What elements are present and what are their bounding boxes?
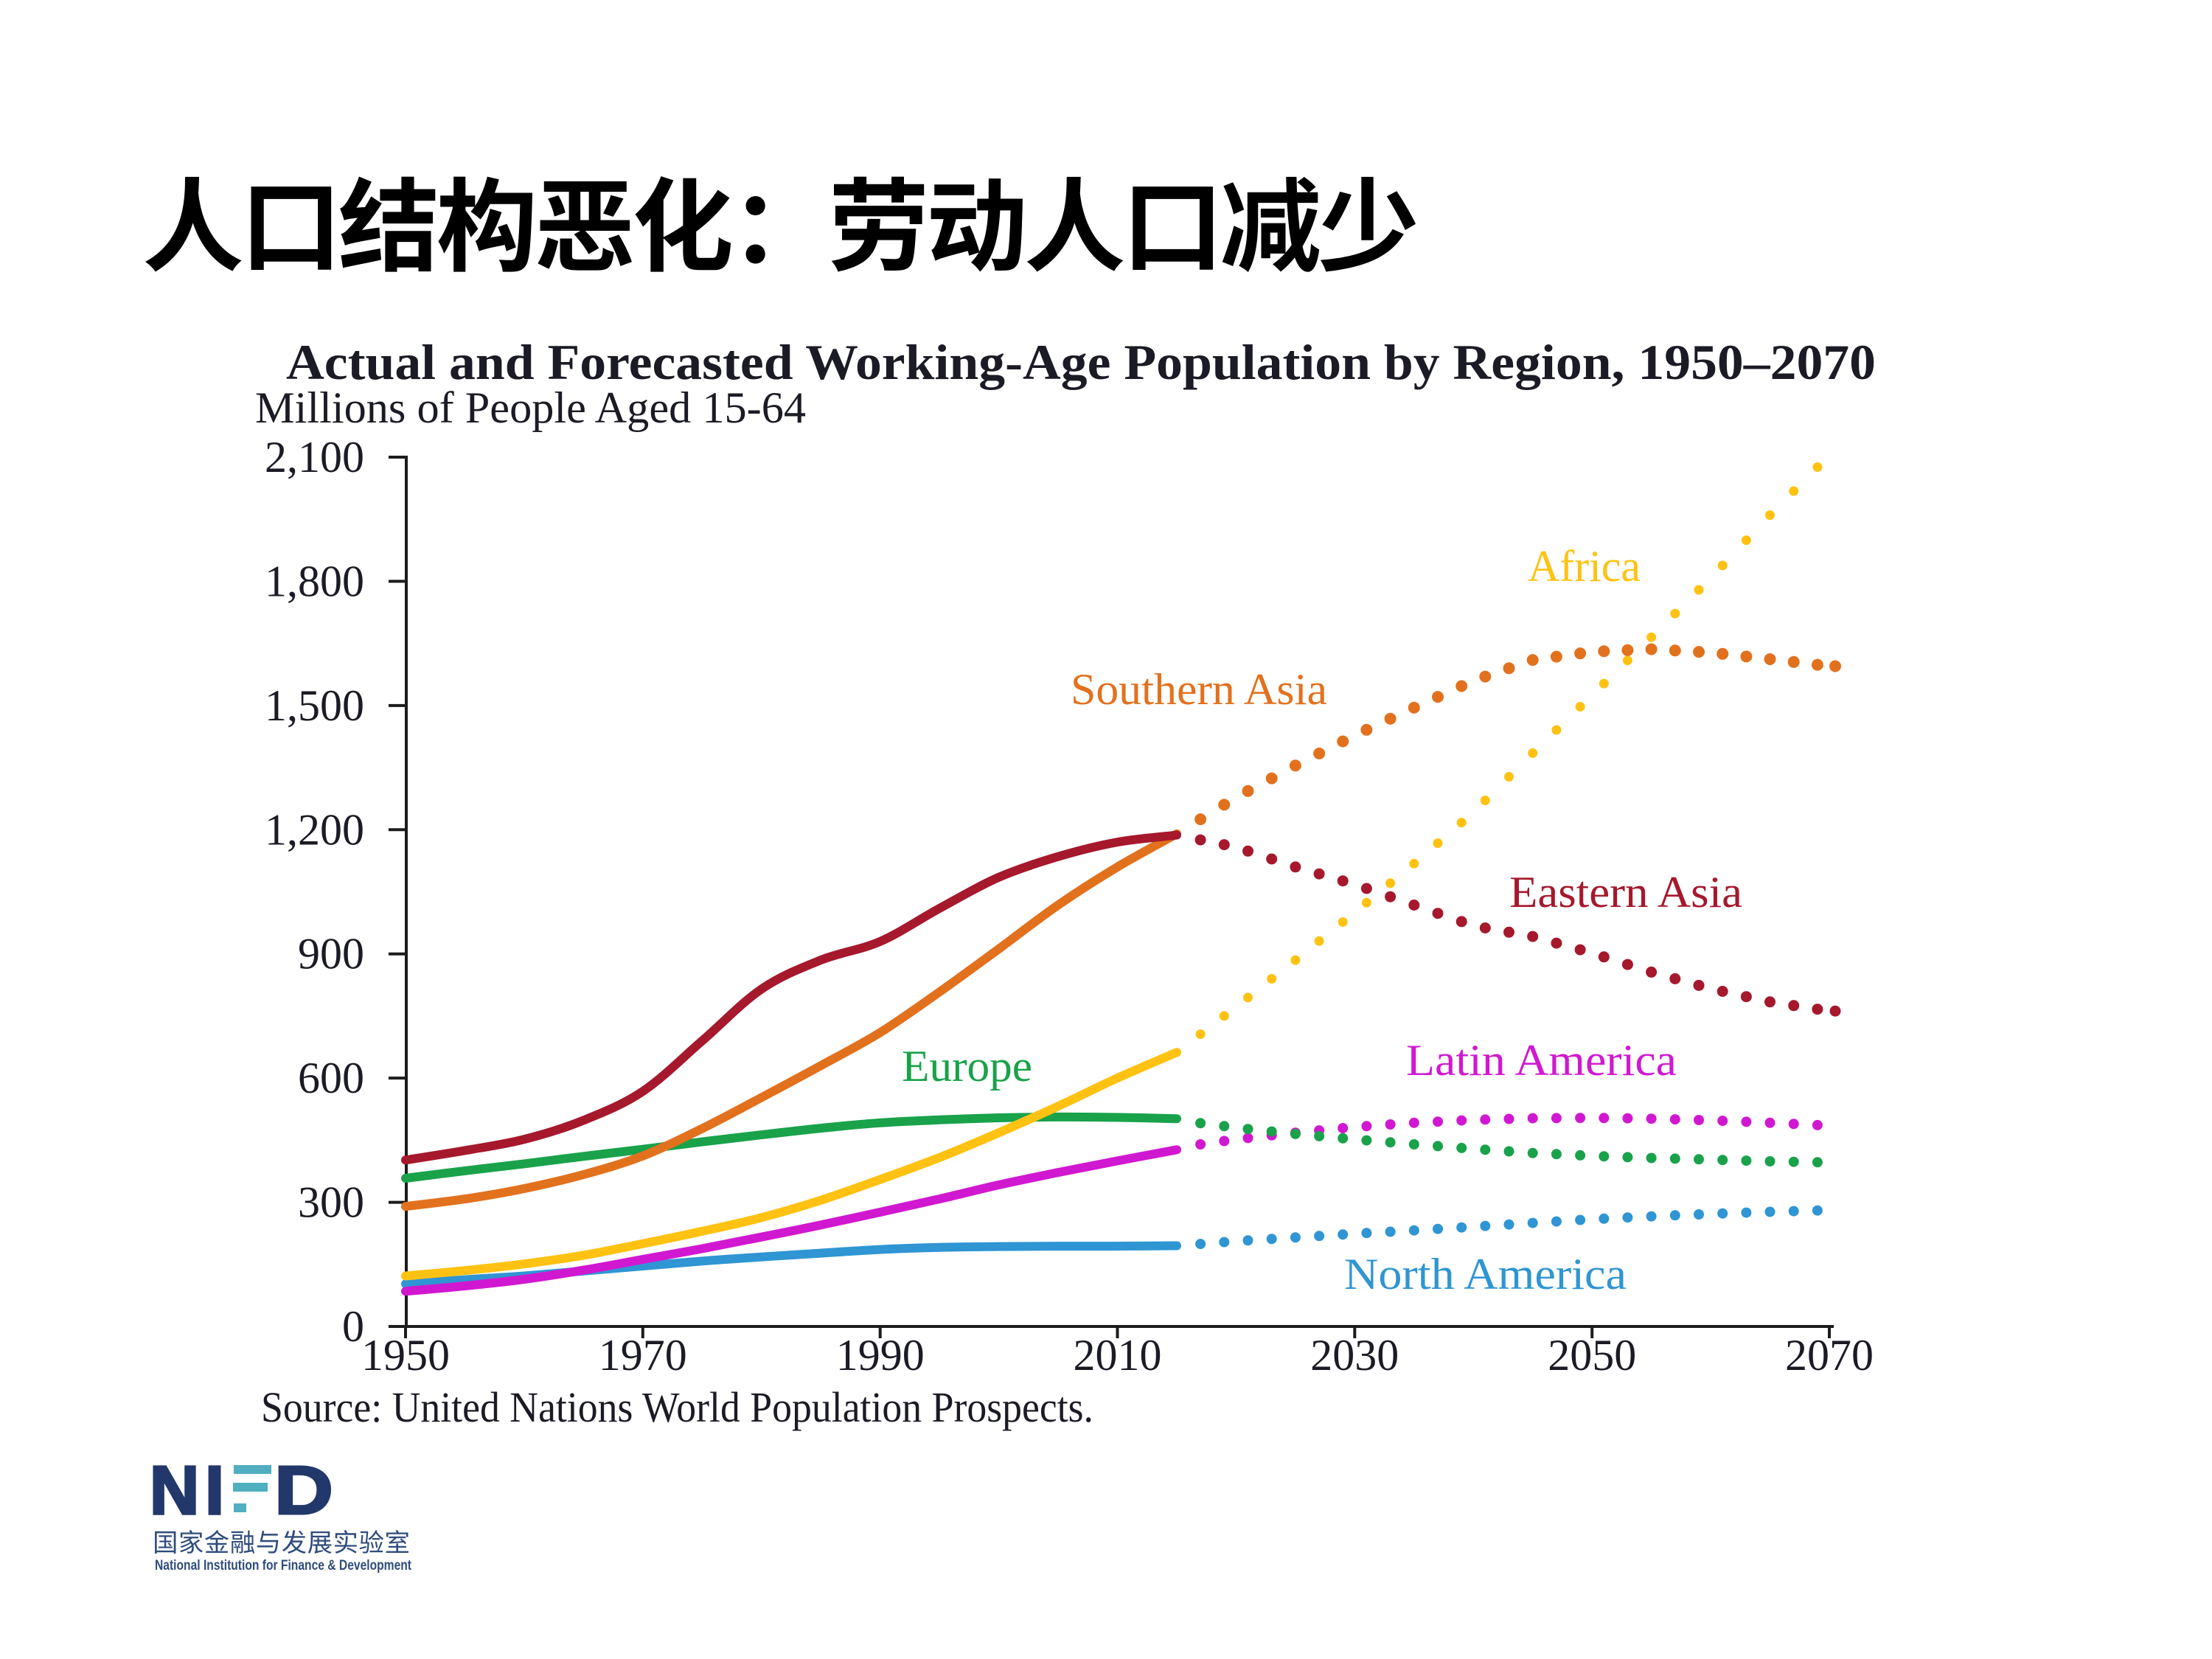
svg-text:2050: 2050 xyxy=(1548,1331,1636,1380)
svg-text:2,100: 2,100 xyxy=(265,433,364,481)
svg-text:2010: 2010 xyxy=(1074,1331,1162,1380)
svg-text:1,500: 1,500 xyxy=(265,681,364,730)
svg-text:900: 900 xyxy=(298,930,364,978)
svg-text:Eastern Asia: Eastern Asia xyxy=(1509,868,1742,917)
svg-text:300: 300 xyxy=(298,1178,364,1227)
svg-text:600: 600 xyxy=(298,1054,364,1102)
svg-text:Southern Asia: Southern Asia xyxy=(1071,665,1327,714)
svg-text:Latin America: Latin America xyxy=(1406,1036,1677,1085)
svg-text:North America: North America xyxy=(1344,1250,1627,1298)
svg-text:2070: 2070 xyxy=(1785,1331,1874,1380)
svg-text:1,800: 1,800 xyxy=(265,557,364,605)
svg-text:D: D xyxy=(274,1451,333,1528)
svg-text:1,200: 1,200 xyxy=(265,805,364,854)
svg-text:Actual and Forecasted Working-: Actual and Forecasted Working-Age Popula… xyxy=(286,334,1876,390)
svg-text:Africa: Africa xyxy=(1528,542,1641,591)
svg-text:Source: United Nations World P: Source: United Nations World Population … xyxy=(261,1383,1093,1431)
svg-text:1970: 1970 xyxy=(599,1331,687,1380)
svg-text:Millions of People Aged 15-64: Millions of People Aged 15-64 xyxy=(255,383,806,432)
svg-text:2030: 2030 xyxy=(1310,1331,1399,1380)
svg-text:Europe: Europe xyxy=(902,1042,1032,1091)
svg-text:1990: 1990 xyxy=(836,1331,925,1380)
svg-text:1950: 1950 xyxy=(361,1331,450,1380)
svg-text:0: 0 xyxy=(342,1302,364,1351)
svg-text:National Institution for Finan: National Institution for Finance & Devel… xyxy=(155,1558,412,1573)
svg-text:NI: NI xyxy=(150,1452,230,1528)
